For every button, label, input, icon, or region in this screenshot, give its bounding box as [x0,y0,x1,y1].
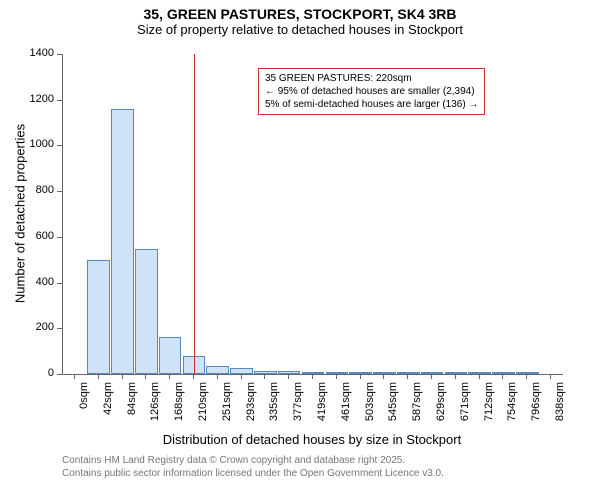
x-tick-label: 461sqm [340,382,352,426]
footer-text: Contains HM Land Registry data © Crown c… [62,454,444,480]
footer-line1: Contains HM Land Registry data © Crown c… [62,454,444,467]
y-tick-label: 1000 [22,138,54,150]
y-tick-label: 1400 [22,47,54,59]
bar [87,260,110,374]
x-tick [98,374,99,379]
footer-line2: Contains public sector information licen… [62,467,444,480]
x-tick [193,374,194,379]
x-tick-label: 838sqm [554,382,566,426]
x-tick-label: 754sqm [506,382,518,426]
x-tick [526,374,527,379]
x-tick-label: 210sqm [197,382,209,426]
bar [135,249,158,374]
x-tick-label: 671sqm [459,382,471,426]
x-tick [455,374,456,379]
x-tick-label: 712sqm [483,382,495,426]
y-tick [57,54,62,55]
x-tick-label: 335sqm [268,382,280,426]
bar [159,337,182,374]
x-tick [145,374,146,379]
x-axis-label: Distribution of detached houses by size … [62,432,562,447]
bar [445,372,468,374]
x-tick-label: 629sqm [435,382,447,426]
bar [206,366,229,374]
x-tick [502,374,503,379]
annotation-line1: 35 GREEN PASTURES: 220sqm [265,72,478,85]
annotation-line2: ← 95% of detached houses are smaller (2,… [265,85,478,98]
x-tick [74,374,75,379]
x-tick-label: 168sqm [173,382,185,426]
x-tick-label: 419sqm [316,382,328,426]
y-tick-label: 0 [22,367,54,379]
x-tick [217,374,218,379]
x-tick [336,374,337,379]
y-tick [57,100,62,101]
y-tick [57,374,62,375]
chart-subtitle: Size of property relative to detached ho… [0,22,600,41]
bar [111,109,134,374]
x-tick [550,374,551,379]
x-tick [241,374,242,379]
x-tick [122,374,123,379]
x-tick-label: 0sqm [78,382,90,426]
x-tick [360,374,361,379]
annotation-box: 35 GREEN PASTURES: 220sqm ← 95% of detac… [258,68,485,115]
x-tick-label: 251sqm [221,382,233,426]
x-tick [383,374,384,379]
chart-title: 35, GREEN PASTURES, STOCKPORT, SK4 3RB [0,0,600,22]
x-tick-label: 587sqm [411,382,423,426]
x-tick-label: 377sqm [292,382,304,426]
y-tick-label: 1200 [22,93,54,105]
y-tick [57,191,62,192]
annotation-line3: 5% of semi-detached houses are larger (1… [265,98,478,111]
reference-line [194,54,195,374]
x-tick-label: 293sqm [245,382,257,426]
x-tick [431,374,432,379]
x-tick-label: 84sqm [126,382,138,426]
y-tick-label: 200 [22,321,54,333]
x-tick-label: 796sqm [530,382,542,426]
y-tick-label: 800 [22,184,54,196]
chart-container: 35, GREEN PASTURES, STOCKPORT, SK4 3RB S… [0,0,600,500]
x-tick [312,374,313,379]
y-tick [57,328,62,329]
y-tick [57,237,62,238]
y-tick [57,145,62,146]
x-tick [479,374,480,379]
x-tick [407,374,408,379]
x-tick-label: 42sqm [102,382,114,426]
x-tick-label: 545sqm [387,382,399,426]
x-tick-label: 503sqm [364,382,376,426]
x-tick [169,374,170,379]
x-tick-label: 126sqm [149,382,161,426]
x-tick [264,374,265,379]
y-tick [57,283,62,284]
x-tick [288,374,289,379]
y-tick-label: 400 [22,276,54,288]
bar [326,372,349,374]
y-tick-label: 600 [22,230,54,242]
